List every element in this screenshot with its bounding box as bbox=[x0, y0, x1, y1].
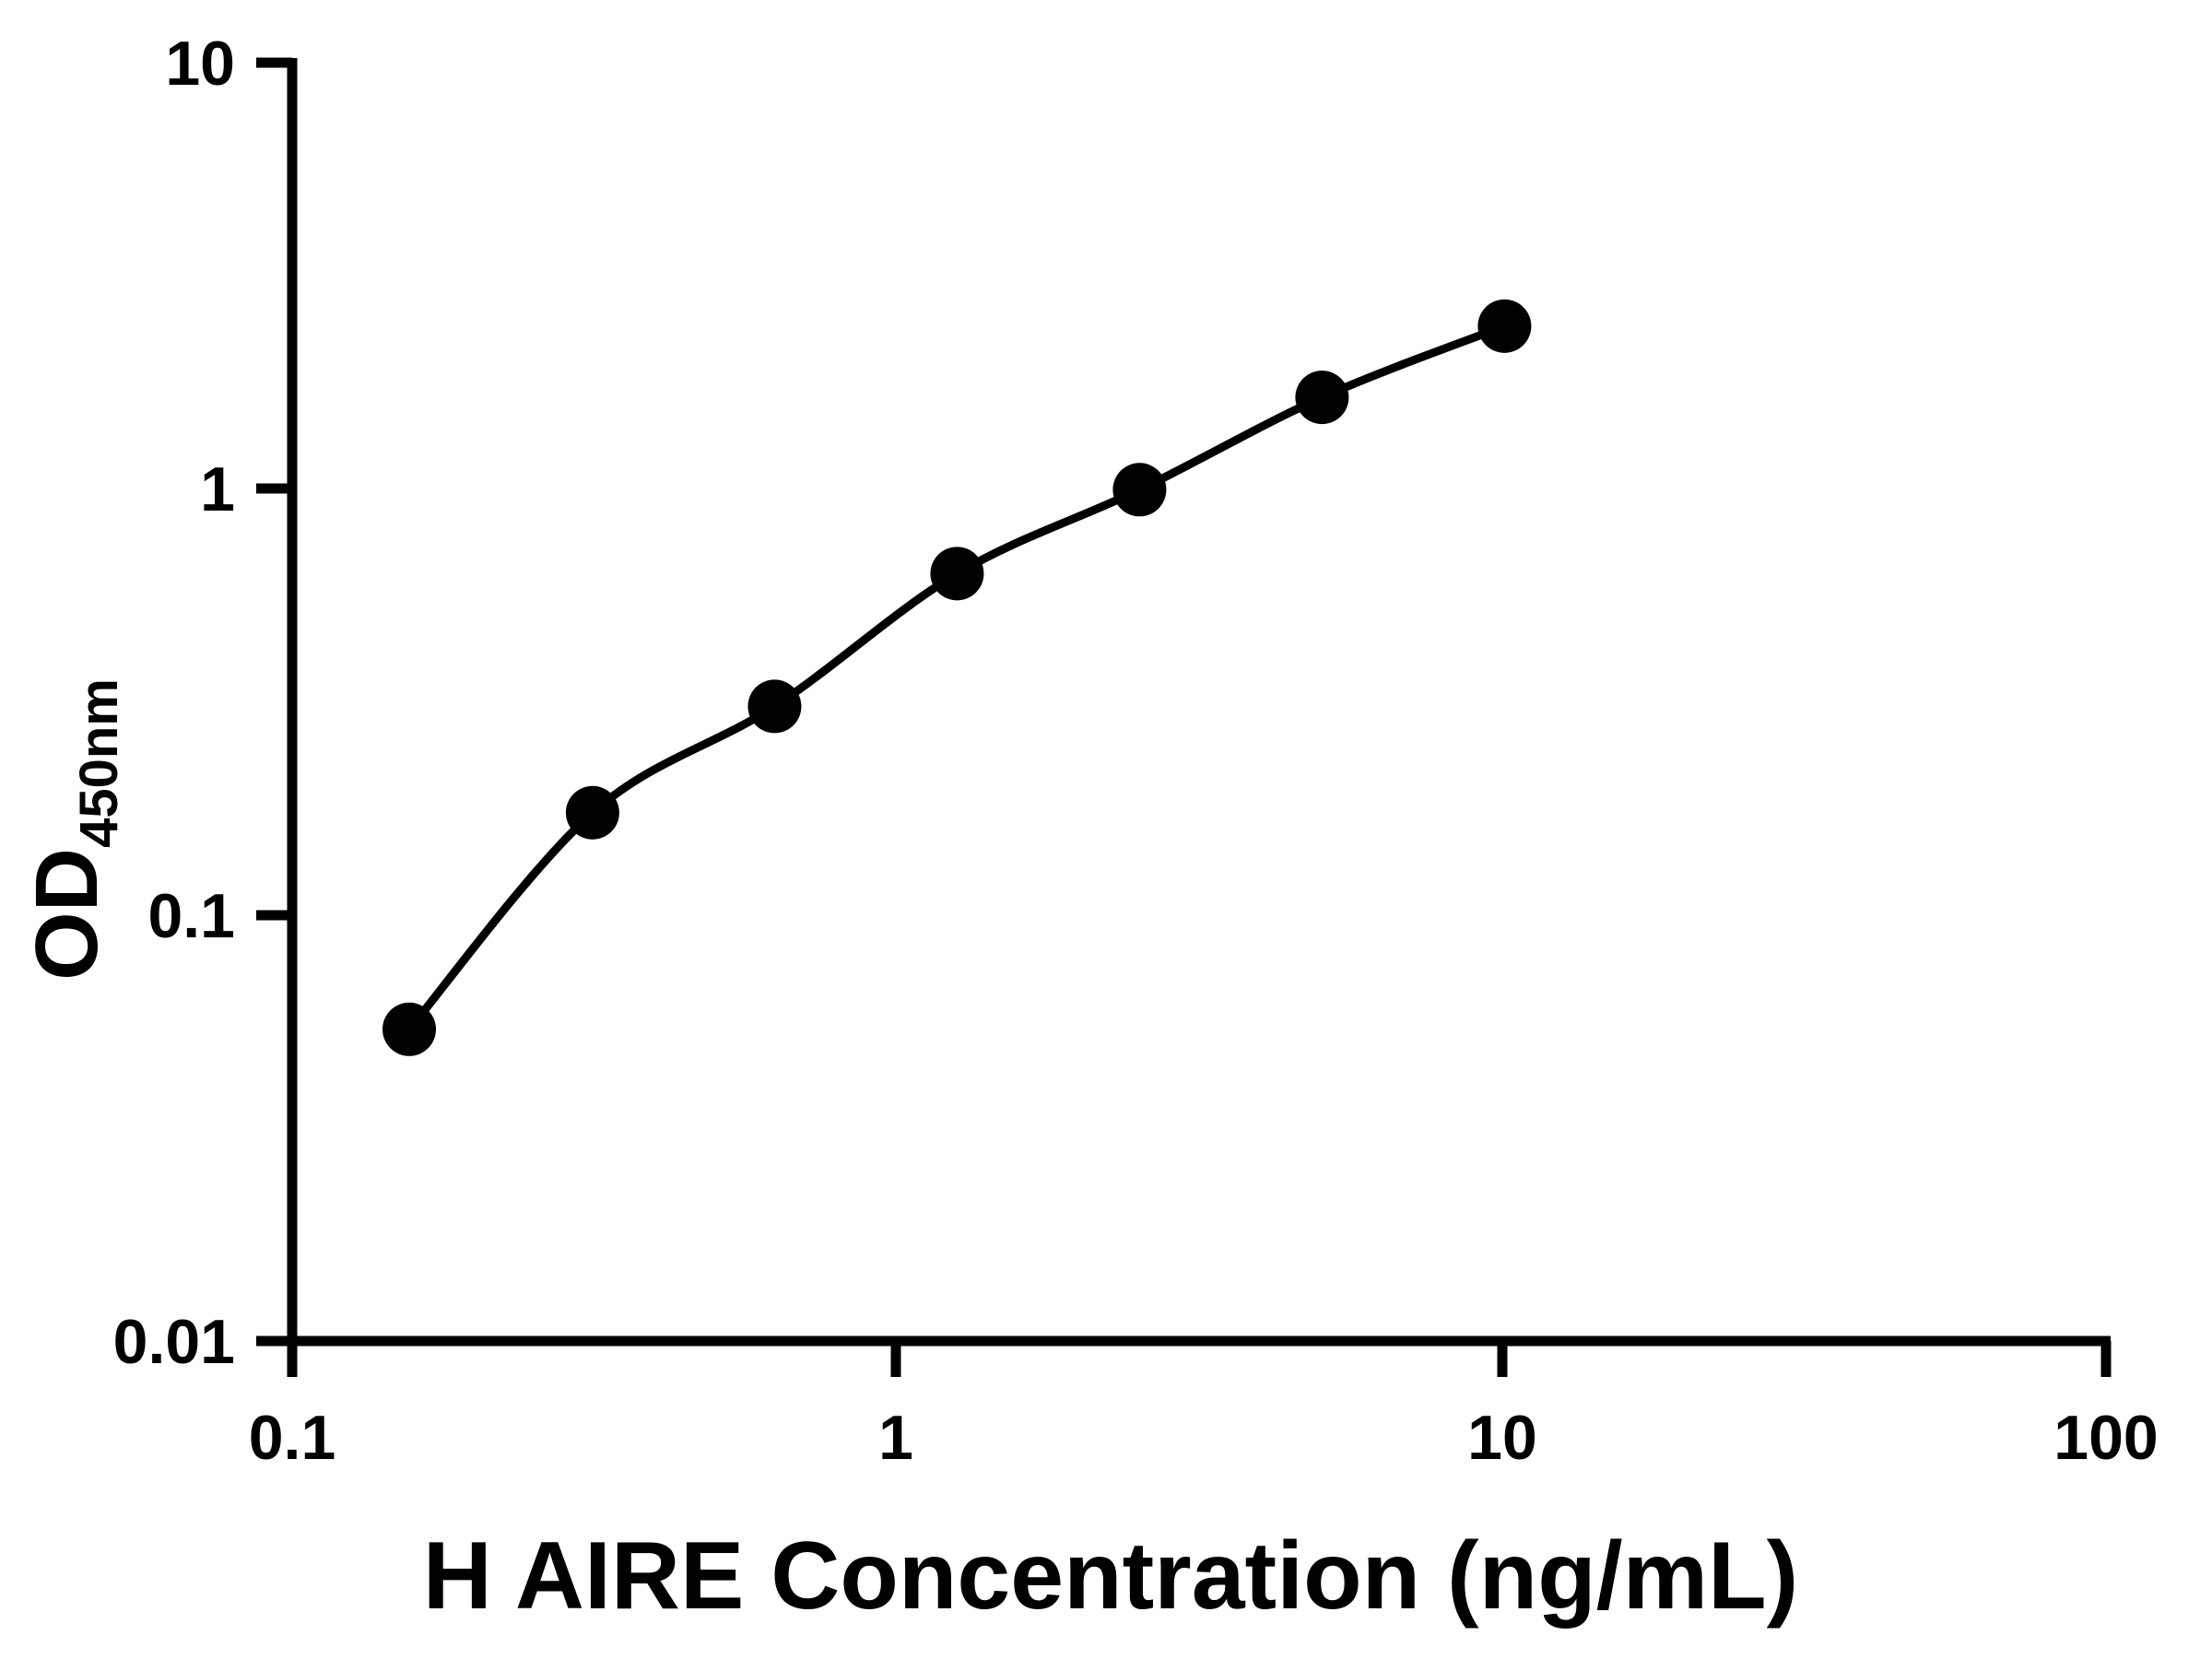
x-axis-ticks bbox=[287, 1341, 2112, 1377]
x-tick-label-100: 100 bbox=[2053, 1403, 2158, 1473]
data-point-1 bbox=[565, 785, 619, 840]
data-point-4 bbox=[1112, 463, 1167, 517]
data-point-5 bbox=[1295, 371, 1349, 425]
x-tick-label-1: 1 bbox=[878, 1403, 913, 1473]
x-axis-title: H AIRE Concentration (ng/mL) bbox=[423, 1523, 1799, 1630]
y-axis-title-subscript: 450nm bbox=[69, 678, 129, 848]
y-axis-title-text: OD450nm bbox=[18, 678, 129, 981]
y-axis-ticks bbox=[256, 57, 292, 1347]
y-tick-label-1: 1 bbox=[200, 454, 235, 524]
data-point-6 bbox=[1477, 299, 1532, 353]
data-point-3 bbox=[930, 547, 984, 601]
y-tick-label-0.01: 0.01 bbox=[113, 1307, 235, 1377]
x-tick-label-10: 10 bbox=[1467, 1403, 1537, 1473]
data-point-markers bbox=[382, 299, 1532, 1056]
x-tick-label-0.1: 0.1 bbox=[249, 1403, 336, 1473]
axis-lines bbox=[287, 58, 2111, 1347]
data-point-2 bbox=[747, 679, 802, 734]
data-point-0 bbox=[382, 1002, 437, 1056]
y-tick-label-0.1: 0.1 bbox=[147, 881, 235, 951]
y-axis-title: OD450nm bbox=[18, 678, 129, 981]
y-axis-title-main: OD bbox=[18, 848, 116, 981]
y-tick-label-10: 10 bbox=[165, 29, 235, 99]
data-layer bbox=[382, 299, 1532, 1056]
